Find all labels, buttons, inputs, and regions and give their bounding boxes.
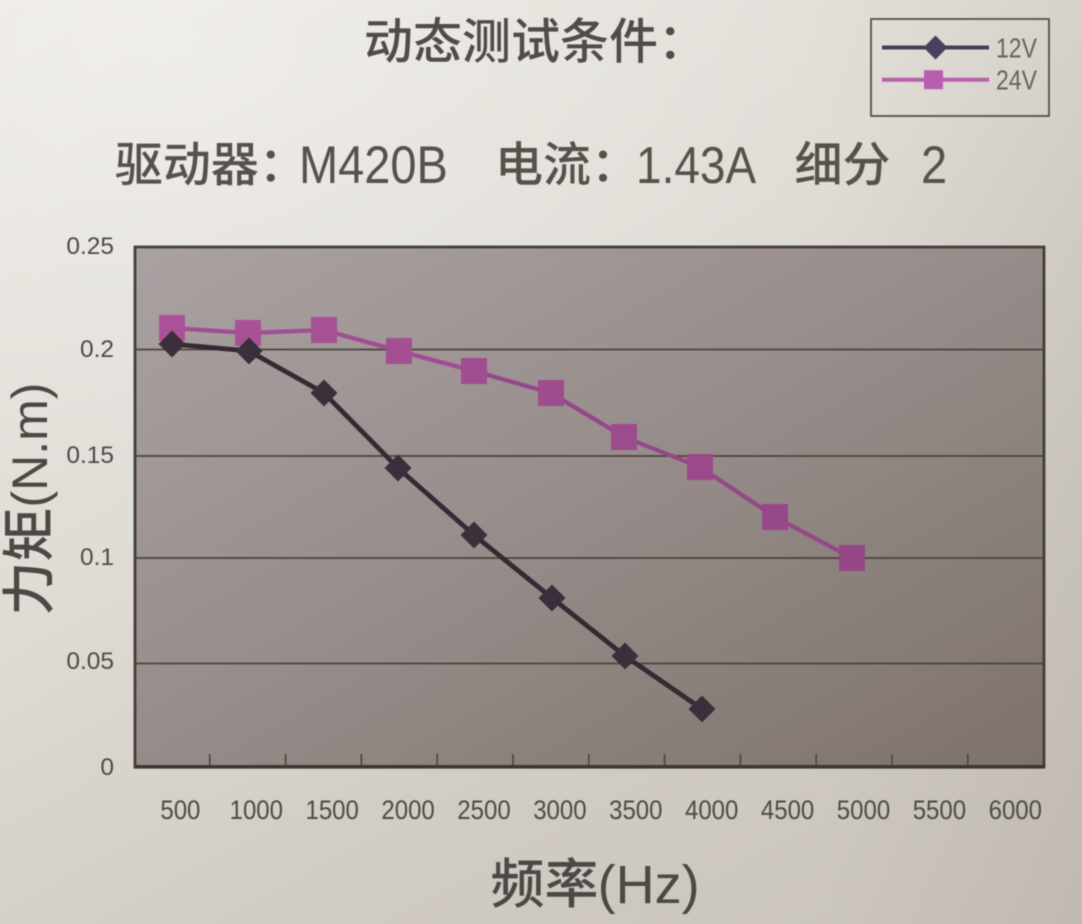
svg-text:M420B: M420B (299, 136, 448, 195)
svg-text:(N.m): (N.m) (2, 383, 58, 508)
svg-text:2: 2 (921, 136, 947, 195)
svg-text:1.43A: 1.43A (636, 138, 757, 195)
svg-text:(Hz): (Hz) (598, 855, 700, 915)
